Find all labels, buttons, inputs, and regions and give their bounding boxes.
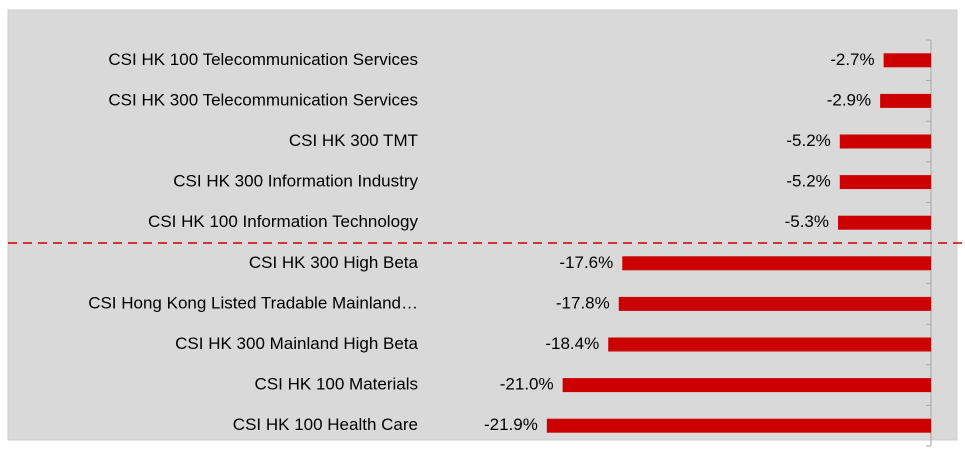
category-label: CSI Hong Kong Listed Tradable Mainland… (88, 293, 418, 312)
category-label: CSI HK 300 Telecommunication Services (108, 90, 418, 109)
value-label: -18.4% (545, 334, 599, 353)
value-label: -2.9% (827, 90, 871, 109)
bar (622, 256, 931, 271)
bar (618, 296, 931, 311)
bar (880, 93, 931, 108)
bar (839, 134, 931, 149)
value-label: -17.6% (559, 253, 613, 272)
bar (883, 53, 931, 68)
value-label: -5.2% (786, 172, 830, 191)
value-label: -17.8% (556, 293, 610, 312)
category-label: CSI HK 300 Mainland High Beta (175, 334, 418, 353)
category-label: CSI HK 100 Telecommunication Services (108, 50, 418, 69)
value-label: -2.7% (830, 50, 874, 69)
value-label: -21.0% (500, 375, 554, 394)
value-label: -5.2% (786, 131, 830, 150)
category-label: CSI HK 300 Information Industry (173, 172, 418, 191)
bar (838, 215, 931, 230)
bar (546, 418, 931, 433)
category-label: CSI HK 100 Materials (255, 375, 418, 394)
bar (839, 175, 931, 190)
category-label: CSI HK 100 Health Care (233, 415, 418, 434)
chart-background (7, 9, 958, 441)
category-label: CSI HK 100 Information Technology (148, 212, 418, 231)
category-label: CSI HK 300 TMT (289, 131, 418, 150)
bar (562, 378, 931, 393)
category-label: CSI HK 300 High Beta (249, 253, 419, 272)
bar (608, 337, 931, 352)
value-label: -5.3% (785, 212, 829, 231)
value-label: -21.9% (484, 415, 538, 434)
